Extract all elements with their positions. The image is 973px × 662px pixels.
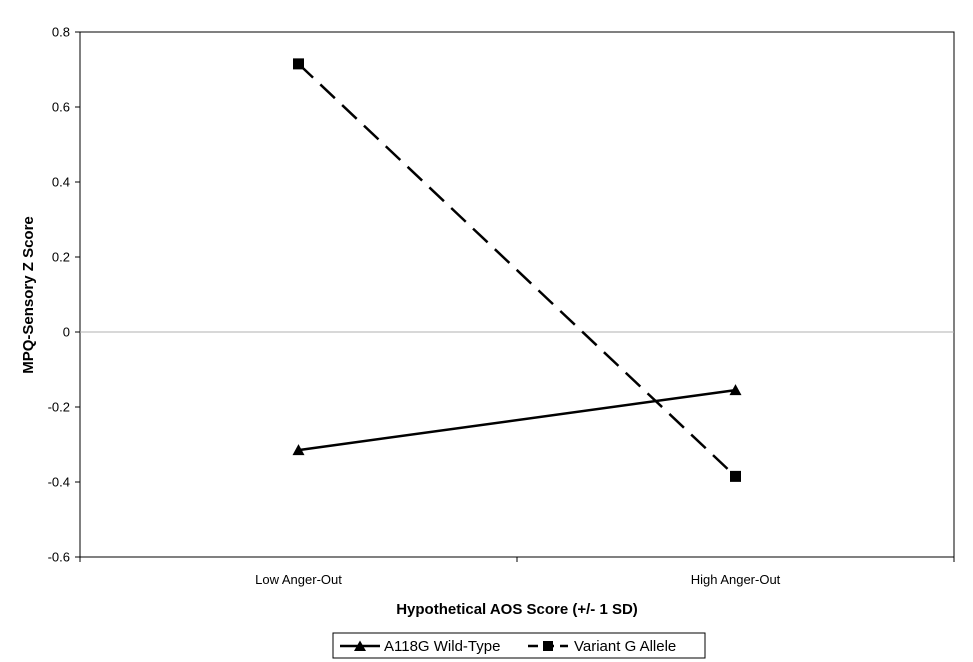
x-tick-label: Low Anger-Out bbox=[255, 572, 342, 587]
y-tick-label: 0 bbox=[63, 325, 70, 340]
y-tick-label: 0.4 bbox=[52, 175, 70, 190]
series-line bbox=[297, 62, 737, 478]
series-layer bbox=[292, 58, 742, 482]
legend-square-marker bbox=[543, 641, 553, 651]
data-point-triangle bbox=[292, 444, 305, 456]
y-axis-title: MPQ-Sensory Z Score bbox=[20, 216, 37, 374]
legend: A118G Wild-Type Variant G Allele bbox=[332, 632, 706, 659]
series-line bbox=[298, 388, 736, 452]
x-tick-label: High Anger-Out bbox=[691, 572, 781, 587]
data-point-square bbox=[293, 58, 304, 70]
x-axis-ticks: Low Anger-Out High Anger-Out bbox=[79, 557, 955, 587]
legend-label-variant: Variant G Allele bbox=[574, 638, 676, 655]
y-tick-label: -0.4 bbox=[48, 475, 70, 490]
series-variant bbox=[293, 58, 741, 482]
y-tick-label: 0.8 bbox=[52, 25, 70, 40]
plot-area bbox=[79, 31, 955, 558]
legend-label-wild-type: A118G Wild-Type bbox=[384, 638, 500, 655]
legend-triangle-marker bbox=[354, 640, 366, 651]
data-point-square bbox=[730, 470, 741, 482]
data-point-triangle bbox=[729, 384, 742, 396]
x-axis-title: Hypothetical AOS Score (+/- 1 SD) bbox=[396, 601, 638, 618]
y-tick-label: 0.6 bbox=[52, 100, 70, 115]
y-axis-ticks: 0.8 0.6 0.4 0.2 0 -0.2 -0.4 -0.6 bbox=[48, 25, 80, 565]
y-tick-label: 0.2 bbox=[52, 250, 70, 265]
legend-item-wild-type: A118G Wild-Type bbox=[340, 638, 500, 655]
y-tick-label: -0.6 bbox=[48, 550, 70, 565]
y-tick-label: -0.2 bbox=[48, 400, 70, 415]
series-wild-type bbox=[292, 384, 742, 456]
legend-box bbox=[332, 632, 706, 659]
legend-item-variant: Variant G Allele bbox=[528, 638, 676, 655]
